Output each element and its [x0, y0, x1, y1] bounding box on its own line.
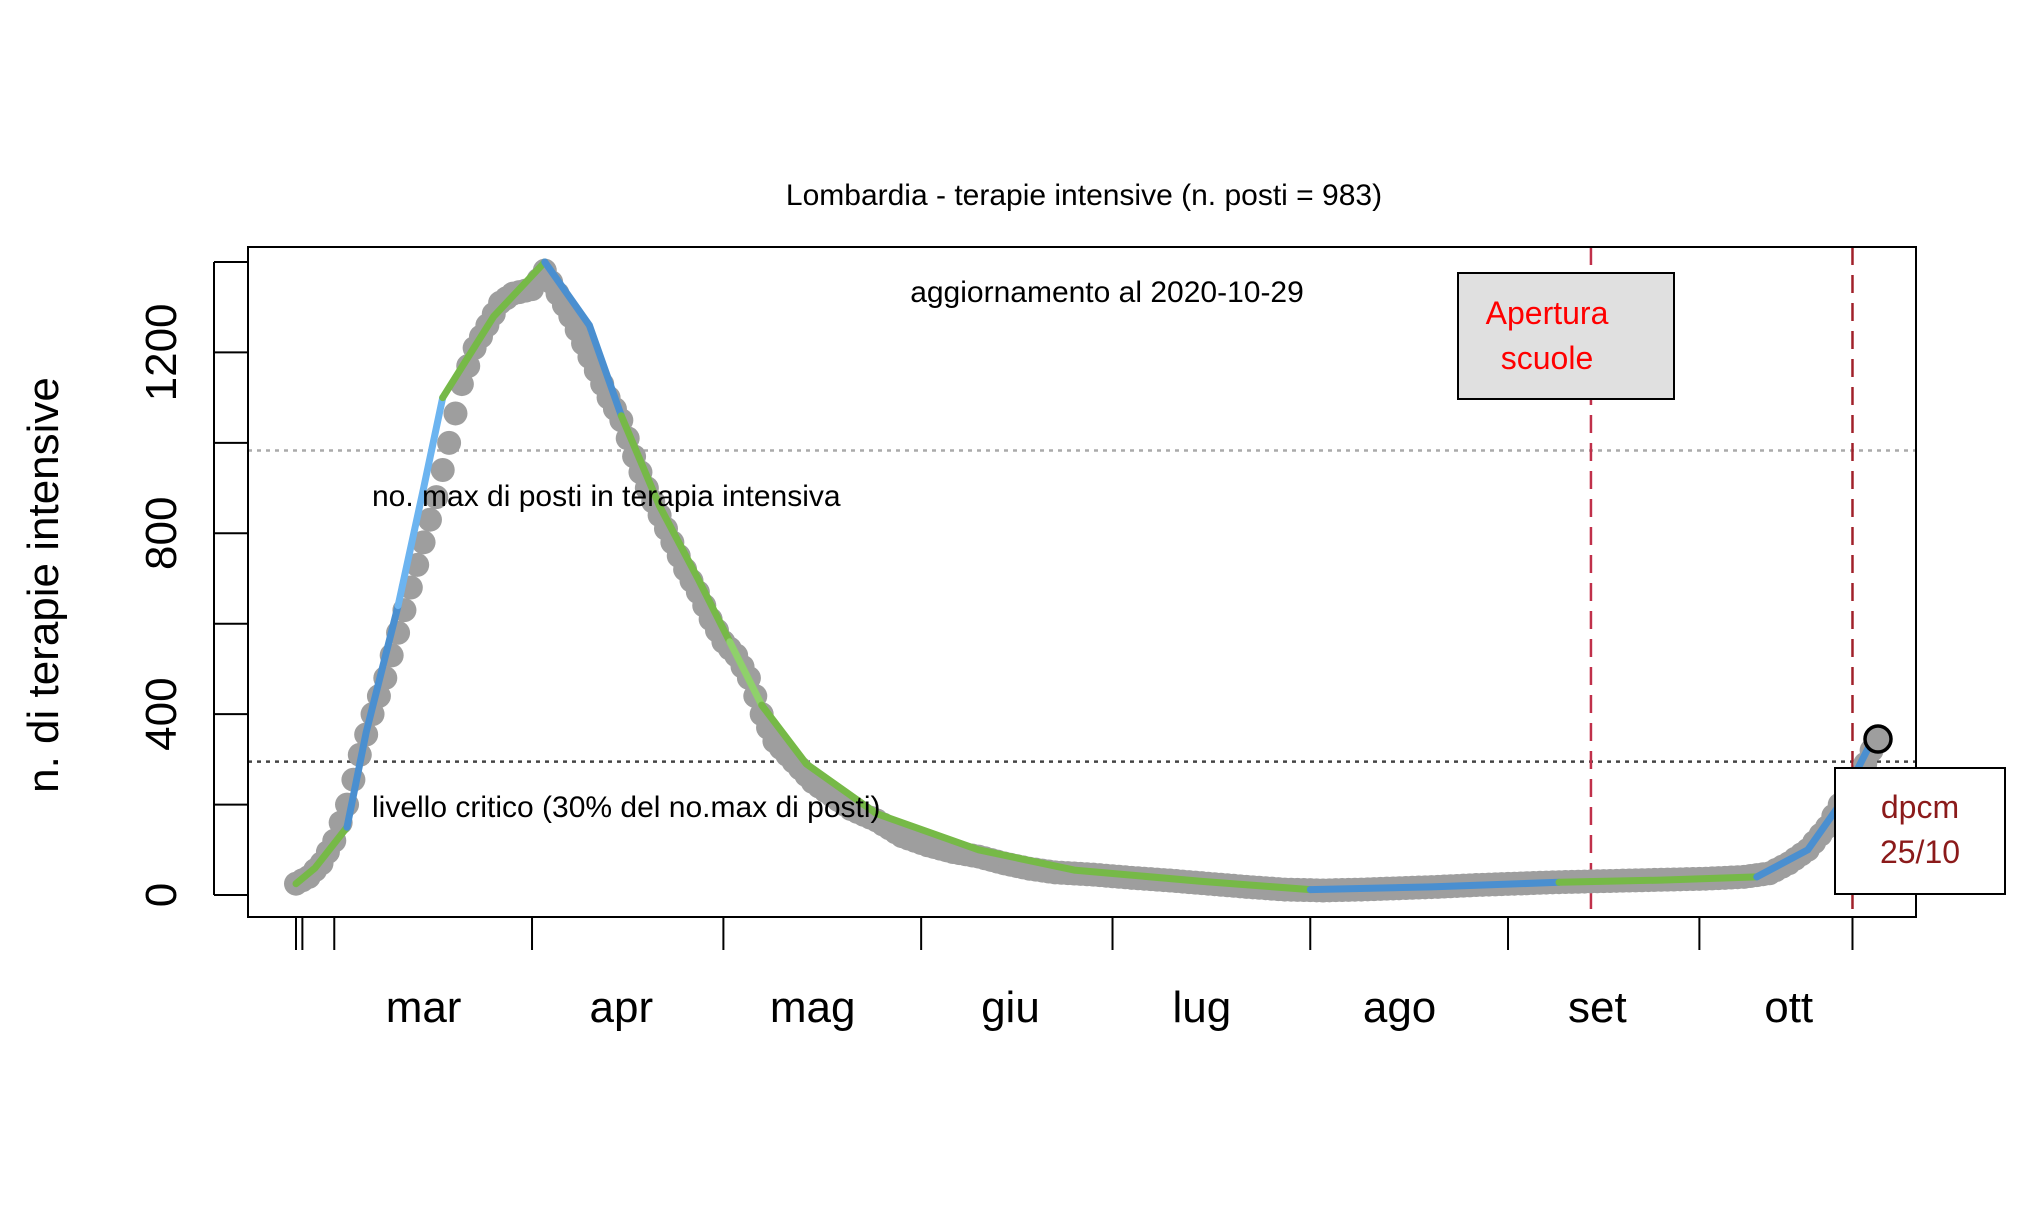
reference-labels: no. max di posti in terapia intensiva liv… — [372, 480, 881, 824]
event-label: Apertura — [1486, 295, 1609, 331]
x-tick-label: mag — [770, 983, 856, 1032]
x-tick-label: ago — [1363, 983, 1436, 1032]
fit-lines — [292, 258, 1876, 894]
data-point — [411, 530, 436, 555]
last-value-marker — [1863, 724, 1893, 754]
event-label: dpcm — [1881, 789, 1959, 825]
x-axis: mar apr mag giu lug ago set ott — [295, 916, 1854, 1032]
data-point — [430, 457, 455, 482]
x-tick-label: apr — [590, 983, 654, 1032]
x-tick-label: mar — [386, 983, 462, 1032]
event-label: scuole — [1501, 340, 1594, 376]
last-value-marker-point — [1863, 724, 1893, 754]
fit-line-segment — [617, 412, 734, 646]
fit-line-segment — [758, 701, 1314, 894]
event-label: 25/10 — [1880, 834, 1960, 870]
fit-line-segment — [541, 258, 625, 420]
update-annotation: aggiornamento al 2020-10-29 — [910, 276, 1304, 309]
y-tick-label: 800 — [137, 497, 186, 570]
x-tick-label: giu — [981, 983, 1040, 1032]
fit-line-segment — [439, 258, 549, 402]
y-tick-label: 400 — [137, 677, 186, 750]
x-tick-label: ott — [1764, 983, 1813, 1032]
reference-lines — [248, 449, 1916, 763]
event-labels: Apertura scuole dpcm 25/10 — [1457, 272, 2006, 895]
data-point — [437, 430, 462, 455]
data-point — [424, 485, 449, 510]
chart-title: Lombardia - terapie intensive (n. posti … — [786, 179, 1382, 212]
fit-line-segment — [1555, 873, 1761, 886]
event-label-box — [1834, 767, 2006, 895]
fit-line-segment — [1306, 878, 1563, 894]
y-axis-label: n. di terapie intensive — [19, 377, 68, 793]
fit-line-segment — [292, 823, 351, 888]
data-point — [443, 401, 468, 426]
x-tick-label: set — [1568, 983, 1627, 1032]
x-tick-label: lug — [1172, 983, 1231, 1032]
reference-line-label: livello critico (30% del no.max di posti… — [372, 791, 881, 824]
fit-line-segment — [726, 638, 766, 709]
fit-line-segment — [394, 394, 447, 610]
y-axis: 0 400 800 1200 — [137, 261, 248, 907]
reference-line-label: no. max di posti in terapia intensiva — [372, 480, 841, 513]
y-tick-label: 1200 — [137, 303, 186, 401]
fit-line-segment — [343, 602, 402, 831]
event-label-box — [1457, 272, 1675, 400]
data-point — [417, 507, 442, 532]
y-tick-label: 0 — [137, 883, 186, 907]
